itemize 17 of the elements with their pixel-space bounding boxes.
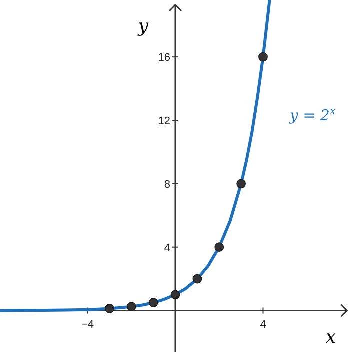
y-tick-label: 16 (158, 52, 170, 64)
point (170, 290, 180, 300)
y-tick-label: 4 (164, 242, 170, 254)
y-tick-label: 8 (164, 178, 170, 191)
point (126, 302, 136, 312)
point (236, 179, 246, 189)
x-tick-label: −4 (81, 318, 94, 331)
x-axis-title: x (326, 326, 336, 348)
line-series (0, 0, 272, 312)
y-axis-title: y (137, 16, 150, 37)
point (148, 298, 158, 308)
y-tick-label: 12 (158, 116, 170, 128)
point (214, 242, 224, 252)
point (104, 304, 114, 314)
point (192, 274, 202, 284)
text: y = 2$^{x}$ (288, 106, 336, 125)
point (258, 52, 268, 62)
